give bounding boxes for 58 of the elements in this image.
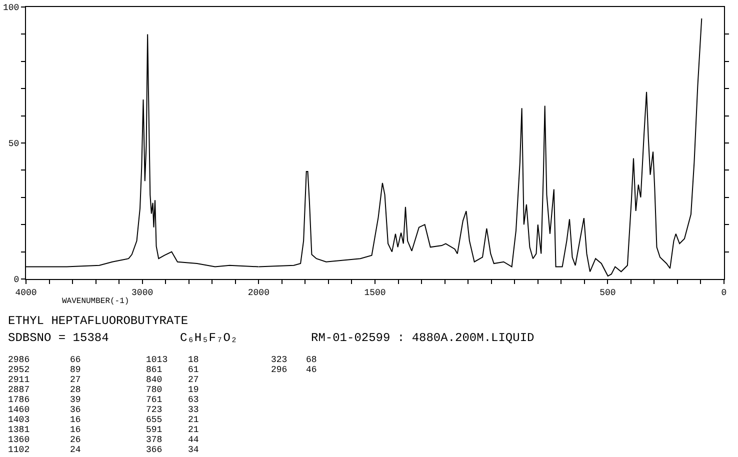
text: 591	[146, 425, 162, 435]
text: 39	[70, 395, 81, 405]
text: 46	[306, 365, 317, 375]
text: 723	[146, 405, 162, 415]
x-tick-label: 1500	[364, 288, 386, 298]
text: 19	[188, 385, 199, 395]
y-tick-label: 100	[2, 3, 20, 14]
x-tick-label: 4000	[15, 288, 37, 298]
x-tick-label: 3000	[132, 288, 154, 298]
text: 1786	[8, 395, 30, 405]
text: RM-01-02599 : 4880A.200M.LIQUID	[311, 331, 534, 345]
text: 1102	[8, 445, 30, 455]
text: 36	[70, 405, 81, 415]
text: 378	[146, 435, 162, 445]
text: 1013	[146, 355, 168, 365]
text: 44	[188, 435, 199, 445]
text: 68	[306, 355, 317, 365]
x-axis-title: WAVENUMBER(-1)	[62, 297, 130, 306]
y-tick-label: 50	[8, 139, 20, 150]
text: ETHYL HEPTAFLUOROBUTYRATE	[8, 314, 188, 328]
text: 21	[188, 415, 199, 425]
x-tick-label: 2000	[248, 288, 270, 298]
y-tick-label: 0	[14, 275, 20, 286]
text: 21	[188, 425, 199, 435]
text: 28	[70, 385, 81, 395]
text: 2887	[8, 385, 30, 395]
x-tick-label: 0	[721, 288, 727, 298]
text: 323	[271, 355, 288, 365]
text: 66	[70, 355, 81, 365]
text: 2952	[8, 365, 30, 375]
text: 24	[70, 445, 81, 455]
text: 26	[70, 435, 81, 445]
text: 840	[146, 375, 162, 385]
text: 33	[188, 405, 199, 415]
text: C₆H₅F₇O₂	[180, 331, 238, 345]
text: 1360	[8, 435, 30, 445]
text: 34	[188, 445, 199, 455]
text: 366	[146, 445, 162, 455]
x-tick-label: 500	[600, 288, 616, 298]
text: 63	[188, 395, 199, 405]
text: 780	[146, 385, 162, 395]
text: 1381	[8, 425, 30, 435]
text: 27	[70, 375, 81, 385]
text: 18	[188, 355, 199, 365]
text: 2911	[8, 375, 30, 385]
text: 1403	[8, 415, 30, 425]
text: SDBSNO = 15384	[8, 331, 109, 345]
text: 861	[146, 365, 162, 375]
text: 61	[188, 365, 199, 375]
text: 2986	[8, 355, 30, 365]
text: 89	[70, 365, 81, 375]
text: 16	[70, 425, 81, 435]
text: 655	[146, 415, 162, 425]
text: 761	[146, 395, 162, 405]
text: 296	[271, 365, 288, 375]
text: 27	[188, 375, 199, 385]
text: 1460	[8, 405, 30, 415]
text: 16	[70, 415, 81, 425]
